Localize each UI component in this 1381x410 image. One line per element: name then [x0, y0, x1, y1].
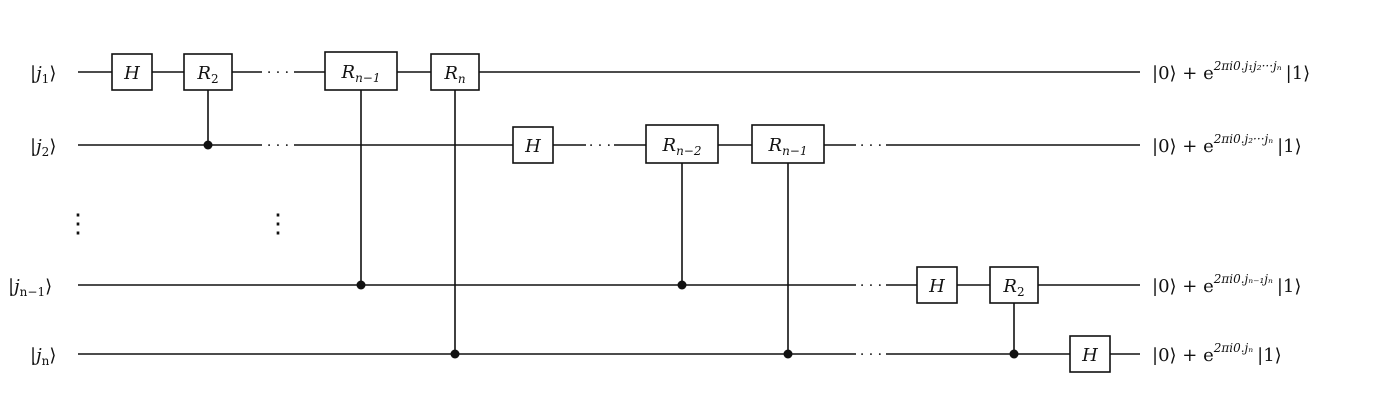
control-dot: [677, 280, 687, 290]
control-dot: [1009, 349, 1019, 359]
ellipsis-w2b: · · ·: [589, 138, 611, 154]
ellipsis-wn1: · · ·: [860, 278, 882, 294]
input-ket-2: |j2⟩: [30, 136, 56, 159]
gate-label: Rn−1: [768, 135, 808, 158]
gate-label: H: [524, 136, 541, 157]
control-dot: [450, 349, 460, 359]
output-state-n: |0⟩ + e2πi0.jₙ |1⟩: [1152, 341, 1282, 366]
gate-rn1-1: [324, 51, 398, 91]
output-state-1: |0⟩ + e2πi0.j₁j₂···jₙ |1⟩: [1152, 59, 1310, 84]
input-ket-n: |jn⟩: [30, 345, 56, 368]
gate-label: H: [123, 63, 140, 84]
gate-h-1: [111, 53, 153, 91]
gate-label: R2: [1002, 276, 1024, 299]
gate-h-2: [512, 126, 554, 164]
gate-rn2-2: [645, 124, 719, 164]
output-state-n-1: |0⟩ + e2πi0.jₙ₋₁jₙ |1⟩: [1152, 272, 1301, 297]
gate-label: H: [928, 276, 945, 297]
output-state-2: |0⟩ + e2πi0.j₂···jₙ |1⟩: [1152, 132, 1302, 157]
control-dot: [783, 349, 793, 359]
vellipsis-inputs: ⋮: [65, 209, 91, 239]
gate-label: Rn−2: [662, 135, 702, 158]
gate-rn1-2: [751, 124, 825, 164]
gate-label: R2: [196, 63, 218, 86]
control-dot: [203, 140, 213, 150]
vellipsis-mid: ⋮: [265, 209, 291, 239]
ellipsis-wn: · · ·: [860, 347, 882, 363]
gate-rn-1: [430, 53, 480, 91]
input-ket-1: |j1⟩: [30, 63, 56, 86]
gate-h-n1: [916, 266, 958, 304]
ellipsis-w1: · · ·: [267, 65, 289, 81]
gate-label: Rn: [443, 63, 465, 86]
control-dot: [356, 280, 366, 290]
gate-r2-1: [183, 53, 233, 91]
input-ket-n-1: |jn−1⟩: [8, 276, 52, 299]
ellipsis-w2c: · · ·: [860, 138, 882, 154]
gate-label: Rn−1: [341, 62, 381, 85]
gate-r2-n1: [989, 266, 1039, 304]
gate-label: H: [1081, 345, 1098, 366]
gate-h-n: [1069, 335, 1111, 373]
ellipsis-w2a: · · ·: [267, 138, 289, 154]
